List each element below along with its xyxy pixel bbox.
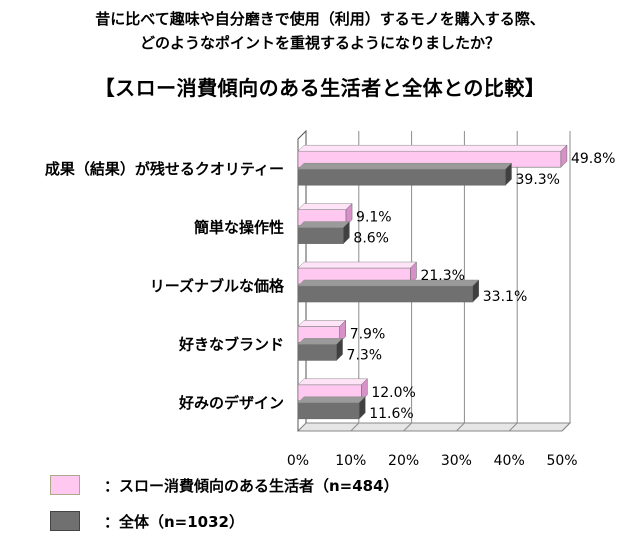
chart-subtitle: 【スロー消費傾向のある生活者と全体との比較】 — [94, 76, 546, 100]
bar-slow-side — [410, 261, 417, 285]
data-label-slow: 7.9% — [350, 326, 386, 342]
bar-all — [297, 396, 366, 420]
legend-item-all: ：全体（n=1032） — [50, 510, 244, 532]
bar-slow-side — [339, 319, 346, 344]
bar-slow-top — [297, 378, 368, 386]
bar-all — [297, 337, 344, 362]
data-label-slow: 12.0% — [371, 385, 415, 401]
x-tick-label: 30% — [441, 453, 472, 469]
bar-all-front — [297, 168, 506, 186]
bar-all — [297, 162, 513, 186]
gridline — [456, 131, 465, 432]
data-label-all: 39.3% — [516, 172, 560, 188]
category-label: 成果（結果）が残せるクオリティー — [45, 160, 284, 178]
data-label-all: 33.1% — [483, 289, 527, 305]
data-label-slow: 9.1% — [356, 210, 392, 226]
bar-all-side — [472, 279, 480, 303]
data-label-slow: 49.8% — [571, 151, 615, 167]
data-label-all: 7.3% — [347, 347, 383, 363]
legend-swatch-slow — [50, 475, 80, 495]
bar-slow-side — [345, 202, 353, 227]
bar-all-side — [505, 162, 512, 186]
bar-all-top — [297, 221, 351, 228]
category-label: 好みのデザイン — [178, 394, 284, 412]
bar-all — [297, 279, 480, 303]
bar-all-side — [343, 220, 350, 245]
bar-slow-side — [361, 378, 368, 402]
gridline — [561, 131, 571, 432]
bar-all-top — [297, 162, 513, 170]
gridline — [350, 131, 360, 432]
question-line-1: 昔に比べて趣味や自分磨きで使用（利用）するモノを購入する際、 — [95, 10, 545, 28]
legend-label-all: ：全体（n=1032） — [104, 512, 244, 531]
bar-all — [297, 220, 351, 245]
bar-all-top — [297, 396, 366, 404]
x-tick-label: 40% — [494, 453, 525, 469]
x-tick-label: 20% — [388, 453, 419, 469]
data-label-all: 11.6% — [369, 406, 413, 422]
bar-all-front — [297, 344, 337, 361]
bar-slow-side — [560, 144, 568, 168]
legend-item-slow: ：スロー消費傾向のある生活者（n=484） — [50, 474, 399, 496]
bar-all-front — [297, 402, 360, 420]
legend-swatch-all — [50, 511, 80, 531]
category-label: 好きなブランド — [178, 335, 284, 353]
bar-all-front — [297, 285, 474, 303]
bar-slow-top — [297, 203, 353, 210]
x-tick-label: 0% — [287, 453, 309, 469]
bar-all-side — [336, 337, 343, 362]
data-label-all: 8.6% — [353, 231, 389, 247]
gridline — [403, 131, 413, 432]
bar-all-front — [297, 227, 344, 244]
category-label: リーズナブルな価格 — [150, 277, 285, 295]
bar-slow-top — [297, 320, 347, 327]
x-tick-label: 10% — [335, 453, 366, 469]
data-label-slow: 21.3% — [420, 268, 464, 284]
question-line-2: どのようなポイントを重視するようになりましたか？ — [139, 34, 500, 52]
bar-all-side — [358, 396, 366, 420]
category-label: 簡単な操作性 — [194, 219, 284, 237]
bar-slow-top — [297, 261, 418, 269]
x-tick-label: 50% — [546, 453, 577, 469]
bar-slow-top — [297, 144, 568, 152]
gridline — [508, 131, 518, 432]
plot-floor — [296, 422, 572, 432]
bar-all-top — [297, 338, 344, 345]
legend-label-slow: ：スロー消費傾向のある生活者（n=484） — [104, 476, 399, 495]
